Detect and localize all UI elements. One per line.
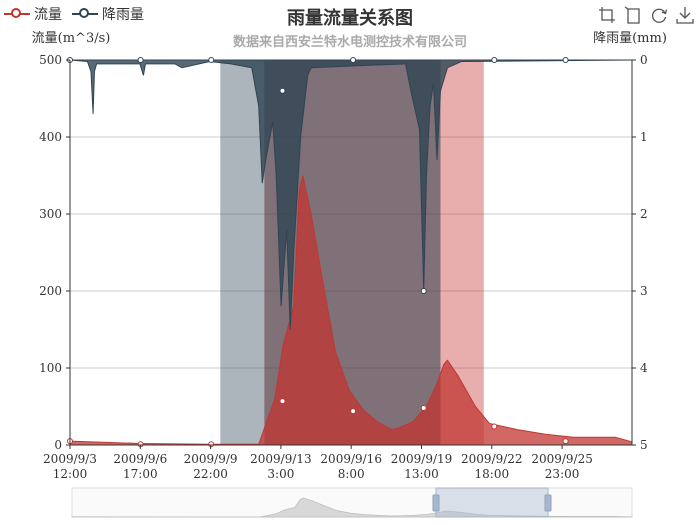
legend-label-rainfall: 降雨量 xyxy=(102,7,144,23)
y-tick-label-left: 400 xyxy=(39,130,62,144)
series-flow-area xyxy=(69,175,633,446)
data-point-flow xyxy=(350,408,357,415)
data-point-flow xyxy=(491,423,498,430)
chart-subtitle: 数据来自西安兰特水电测控技术有限公司 xyxy=(232,35,467,50)
data-point-flow xyxy=(208,441,215,448)
legend: 流量 降雨量 xyxy=(4,4,144,24)
x-tick-label-time: 18:00 xyxy=(475,467,510,481)
restore-icon[interactable] xyxy=(650,6,668,24)
y-axis-label-left: 流量(m^3/s) xyxy=(32,31,111,46)
mark-area xyxy=(220,60,265,445)
data-point-flow xyxy=(420,405,427,412)
data-point-rainfall xyxy=(420,288,427,294)
x-tick-label-time: 13:00 xyxy=(404,467,439,481)
data-point-flow xyxy=(562,438,569,445)
datazoom-preview xyxy=(71,497,633,518)
x-tick-label-date: 2009/9/25 xyxy=(531,452,593,466)
y-tick-label-right: 0 xyxy=(640,53,648,67)
zoom-reset-icon[interactable] xyxy=(624,6,642,24)
x-tick-label-time: 23:00 xyxy=(545,467,580,481)
y-tick-label-right: 1 xyxy=(640,130,648,144)
x-tick-label-date: 2009/9/13 xyxy=(250,452,312,466)
y-tick-label-left: 300 xyxy=(39,207,62,221)
x-tick-label-date: 2009/9/16 xyxy=(320,452,382,466)
x-tick-label-time: 17:00 xyxy=(123,467,158,481)
x-tick-label-date: 2009/9/19 xyxy=(391,452,453,466)
datazoom-handle[interactable] xyxy=(544,494,552,512)
data-point-rainfall xyxy=(350,57,357,63)
datazoom-window xyxy=(435,487,549,518)
y-tick-label-right: 3 xyxy=(640,284,648,298)
data-point-flow xyxy=(279,398,286,405)
data-point-rainfall xyxy=(137,57,144,63)
y-axis-label-right: 降雨量(mm) xyxy=(593,31,667,46)
toolbox xyxy=(598,6,694,24)
data-point-rainfall xyxy=(562,57,569,63)
datazoom-handle[interactable] xyxy=(432,494,440,512)
data-point-rainfall xyxy=(491,57,498,63)
y-tick-label-left: 100 xyxy=(39,361,62,375)
zoom-icon[interactable] xyxy=(598,6,616,24)
legend-label-flow: 流量 xyxy=(34,7,62,23)
series-rainfall-area xyxy=(69,59,633,330)
y-tick-label-left: 200 xyxy=(39,284,62,298)
y-tick-label-left: 0 xyxy=(54,438,62,452)
x-tick-label-time: 8:00 xyxy=(338,467,365,481)
y-tick-label-right: 4 xyxy=(640,361,648,375)
legend-swatch-rainfall xyxy=(72,7,98,21)
x-tick-label-time: 12:00 xyxy=(53,467,88,481)
y-tick-label-right: 2 xyxy=(640,207,648,221)
x-tick-label-date: 2009/9/22 xyxy=(461,452,523,466)
x-tick-label-time: 3:00 xyxy=(267,467,294,481)
chart-title: 雨量流量关系图 xyxy=(287,8,413,29)
datazoom-track xyxy=(71,487,633,518)
x-tick-label-date: 2009/9/9 xyxy=(184,452,238,466)
x-tick-label-date: 2009/9/6 xyxy=(113,452,167,466)
y-tick-label-right: 5 xyxy=(640,438,648,452)
save-image-icon[interactable] xyxy=(676,6,694,24)
legend-item-flow[interactable]: 流量 xyxy=(4,4,62,24)
x-tick-label-date: 2009/9/3 xyxy=(43,452,97,466)
data-point-rainfall xyxy=(208,57,215,63)
legend-swatch-flow xyxy=(4,7,30,21)
y-tick-label-left: 500 xyxy=(39,53,62,67)
legend-item-rainfall[interactable]: 降雨量 xyxy=(72,4,144,24)
x-tick-label-time: 22:00 xyxy=(193,467,228,481)
data-point-rainfall xyxy=(279,87,286,94)
